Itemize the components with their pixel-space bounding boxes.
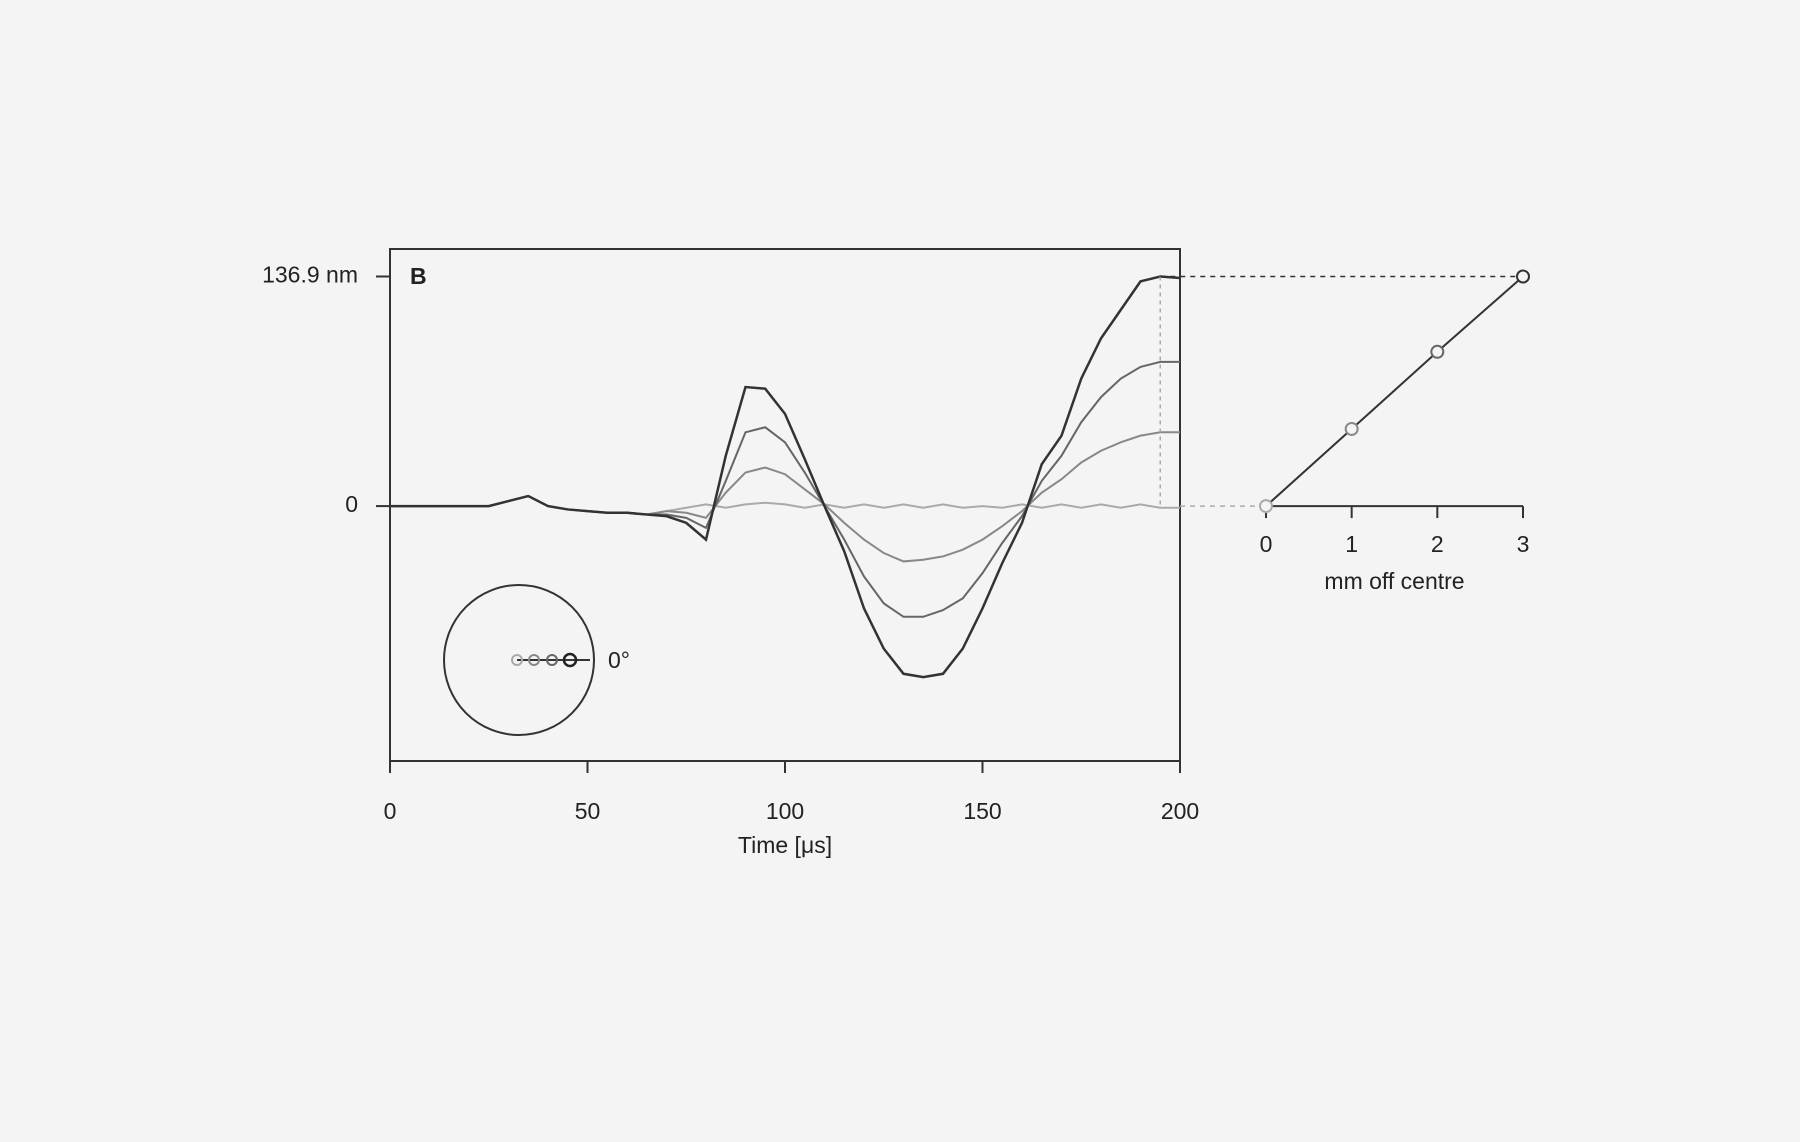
x-tick-label: 1 [1345,531,1358,557]
point [1516,269,1530,284]
x-tick-label: 0 [1260,531,1273,557]
series-line [390,275,1181,679]
series-line [390,360,1180,618]
x-axis-label: Time [μs] [738,832,832,858]
y-tick-label: 0 [345,491,358,517]
point [1344,421,1359,436]
x-axis-label: mm off centre [1324,568,1464,594]
y-tick-label: 136.9 nm [262,262,358,288]
inset-dot [562,652,578,668]
inset-annotation: 0° [608,647,630,673]
inset-dot [546,654,558,666]
x-tick-label: 150 [963,798,1001,824]
inset: 0° [443,584,630,736]
inset-circle [443,584,595,736]
fit-line [1265,275,1524,507]
x-tick-label: 100 [766,798,804,824]
x-tick-label: 2 [1431,531,1444,557]
inset-dot [511,654,523,666]
series-line [390,431,1180,563]
point [1259,499,1273,514]
x-tick-label: 200 [1161,798,1199,824]
x-tick-label: 0 [384,798,397,824]
x-tick-label: 50 [575,798,601,824]
inset-dot [528,654,540,666]
point [1430,344,1445,359]
series-line [390,494,1180,516]
x-tick-label: 3 [1517,531,1530,557]
panel-label: B [410,263,427,289]
